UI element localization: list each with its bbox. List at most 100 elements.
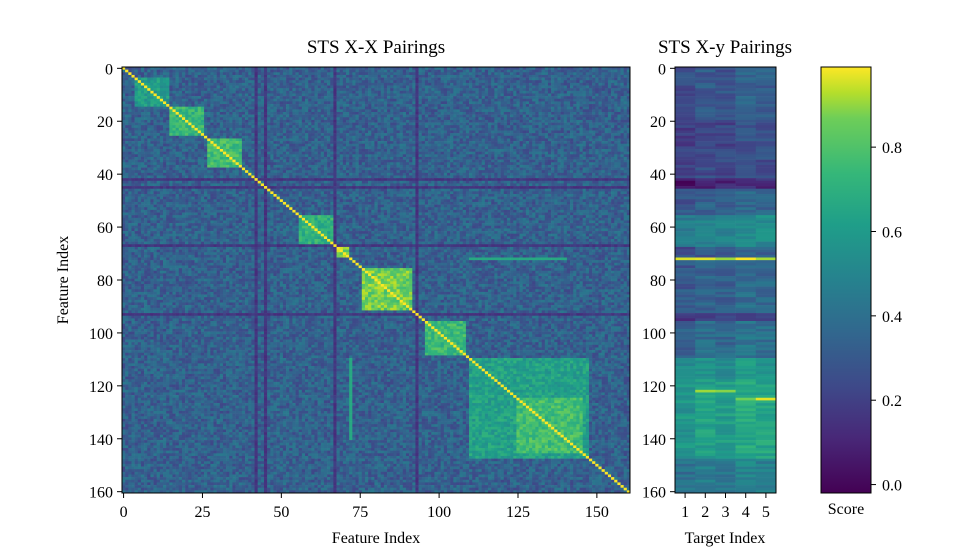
- xx-cell: [141, 70, 144, 73]
- xx-cell: [362, 91, 365, 94]
- xx-cell: [491, 70, 494, 73]
- xx-cell: [497, 88, 500, 91]
- xx-cell: [207, 70, 210, 73]
- xx-cell: [154, 80, 157, 83]
- xx-cell: [368, 72, 371, 75]
- xx-cell: [210, 80, 213, 83]
- xx-cell: [469, 72, 472, 75]
- xx-cell: [305, 80, 308, 83]
- xx-cell: [453, 88, 456, 91]
- xx-cell: [592, 70, 595, 73]
- xx-cell: [308, 70, 311, 73]
- xx-cell: [267, 93, 270, 96]
- xx-cell: [283, 86, 286, 89]
- xx-cell: [466, 70, 469, 73]
- xx-cell: [532, 83, 535, 86]
- xx-cell: [311, 88, 314, 91]
- xx-cell: [469, 75, 472, 78]
- xx-cell: [592, 88, 595, 91]
- xx-cell: [371, 80, 374, 83]
- xx-cell: [264, 80, 267, 83]
- xx-cell: [614, 83, 617, 86]
- xx-cell: [586, 78, 589, 81]
- xx-cell: [431, 75, 434, 78]
- xx-cell: [605, 83, 608, 86]
- xx-cell: [135, 70, 138, 73]
- xx-cell: [576, 75, 579, 78]
- xx-cell: [576, 91, 579, 94]
- xx-cell: [460, 93, 463, 96]
- xx-cell: [365, 93, 368, 96]
- xx-cell: [589, 80, 592, 83]
- xx-cell: [586, 83, 589, 86]
- xx-cell: [605, 78, 608, 81]
- xx-cell: [355, 93, 358, 96]
- xx-cell: [520, 86, 523, 89]
- xx-cell: [605, 70, 608, 73]
- xx-cell: [592, 78, 595, 81]
- xx-cell: [217, 91, 220, 94]
- xx-cell: [217, 83, 220, 86]
- xx-cell: [469, 93, 472, 96]
- xx-cell: [359, 86, 362, 89]
- xx-cell: [150, 86, 153, 89]
- xx-cell: [516, 78, 519, 81]
- xx-cell: [267, 75, 270, 78]
- xx-cell: [513, 80, 516, 83]
- xx-cell: [526, 78, 529, 81]
- xx-cell: [239, 86, 242, 89]
- xx-cell: [236, 70, 239, 73]
- xx-cell: [368, 80, 371, 83]
- xx-cell: [497, 86, 500, 89]
- xx-cell: [299, 75, 302, 78]
- xx-cell: [523, 91, 526, 94]
- xx-cell: [255, 78, 258, 81]
- xx-cell: [280, 80, 283, 83]
- xx-cell: [488, 75, 491, 78]
- xx-cell: [267, 91, 270, 94]
- xx-cell: [472, 88, 475, 91]
- xx-cell: [479, 75, 482, 78]
- xx-cell: [251, 80, 254, 83]
- xx-cell: [497, 72, 500, 75]
- xx-cell: [520, 75, 523, 78]
- xx-cell: [245, 91, 248, 94]
- xx-cell: [324, 75, 327, 78]
- xx-cell: [453, 72, 456, 75]
- xx-cell: [172, 83, 175, 86]
- xx-cell: [270, 78, 273, 81]
- xx-cell: [447, 80, 450, 83]
- xx-cell: [510, 86, 513, 89]
- xx-cell: [617, 75, 620, 78]
- xx-cell: [311, 83, 314, 86]
- xx-cell: [409, 88, 412, 91]
- xx-cell: [349, 93, 352, 96]
- xx-cell: [570, 80, 573, 83]
- xx-cell: [122, 80, 125, 83]
- xx-cell: [425, 86, 428, 89]
- xx-cell: [444, 72, 447, 75]
- xx-cell: [188, 91, 191, 94]
- xx-cell: [280, 78, 283, 81]
- xx-cell: [346, 70, 349, 73]
- xx-cell: [160, 88, 163, 91]
- xx-cell: [444, 80, 447, 83]
- xx-cell: [564, 91, 567, 94]
- xx-cell: [314, 83, 317, 86]
- xx-cell: [561, 72, 564, 75]
- xx-cell: [466, 86, 469, 89]
- xx-cell: [466, 72, 469, 75]
- xx-cell: [248, 91, 251, 94]
- xx-cell: [441, 83, 444, 86]
- xx-cell: [400, 88, 403, 91]
- xx-cell: [434, 75, 437, 78]
- xx-cell: [207, 91, 210, 94]
- xx-cell: [273, 83, 276, 86]
- xx-cell: [526, 91, 529, 94]
- xx-cell: [144, 88, 147, 91]
- xx-cell: [434, 93, 437, 96]
- xx-cell: [482, 88, 485, 91]
- xx-cell: [261, 75, 264, 78]
- xx-cell: [195, 78, 198, 81]
- xx-cell: [580, 86, 583, 89]
